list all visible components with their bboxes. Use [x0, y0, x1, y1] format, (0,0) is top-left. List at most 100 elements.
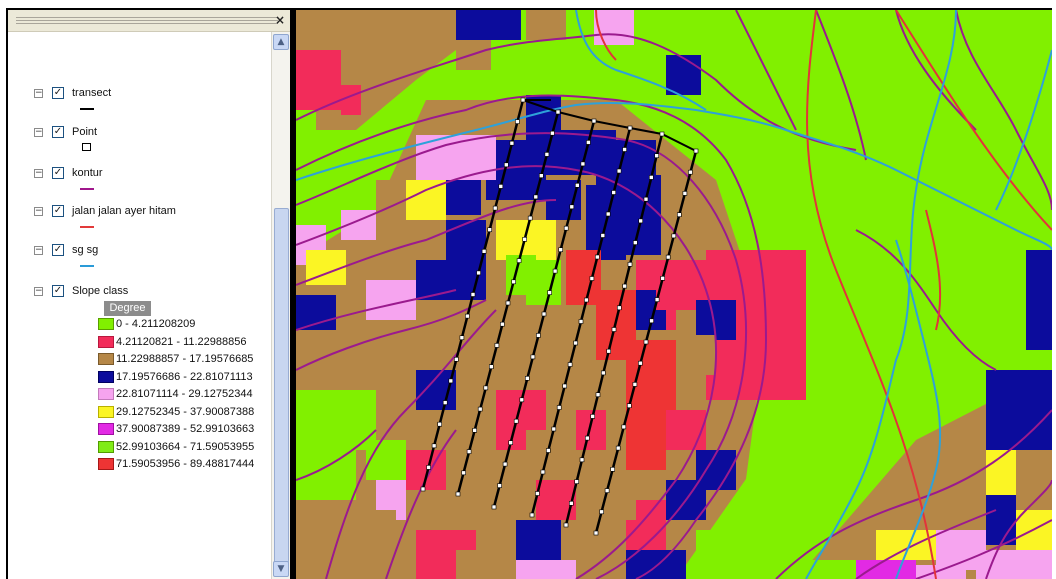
sample-point: [497, 483, 502, 488]
slope-cell: [696, 530, 746, 579]
sample-point: [591, 118, 597, 124]
collapse-icon[interactable]: −: [34, 286, 43, 296]
river-line: [296, 101, 1052, 251]
scrollbar-thumb[interactable]: [274, 208, 289, 564]
sample-point: [530, 354, 536, 360]
contour-line: [296, 165, 717, 579]
sample-point: [547, 290, 552, 295]
sample-point: [638, 360, 643, 366]
slope-cell: [536, 50, 576, 90]
sample-point: [659, 131, 665, 137]
map-view[interactable]: [296, 10, 1052, 579]
sample-point: [610, 466, 616, 472]
sample-point: [489, 364, 494, 370]
contour-line: [735, 10, 797, 131]
sample-point: [426, 465, 431, 470]
sample-point: [555, 109, 561, 115]
layer-visibility-checkbox[interactable]: ✓: [52, 87, 64, 99]
sample-point: [616, 168, 622, 174]
sample-point: [504, 162, 509, 168]
sample-point: [593, 530, 599, 536]
legend-label: 22.81071114 - 29.12752344: [116, 388, 253, 400]
river-line: [995, 49, 1052, 211]
layer-name[interactable]: sg sg: [72, 244, 99, 256]
layer-visibility-checkbox[interactable]: ✓: [52, 244, 64, 256]
sample-point: [562, 383, 568, 389]
slope-cell: [446, 300, 491, 340]
grip-line: [16, 23, 278, 24]
table-of-contents-panel: × − ✓ transect − ✓ Point − ✓ kontur − ✓ …: [8, 10, 290, 579]
layer-name[interactable]: transect: [72, 87, 112, 99]
legend-swatch: [98, 318, 114, 330]
sample-point: [615, 445, 621, 451]
layer-visibility-checkbox[interactable]: ✓: [52, 205, 64, 217]
layer-visibility-checkbox[interactable]: ✓: [52, 126, 64, 138]
slope-cell: [986, 495, 1016, 545]
contour-line: [296, 289, 457, 331]
sample-point: [533, 194, 539, 200]
sample-point: [509, 140, 515, 146]
sample-point: [516, 258, 522, 263]
sample-point: [494, 343, 500, 348]
layer-visibility-checkbox[interactable]: ✓: [52, 285, 64, 297]
sample-point: [466, 449, 472, 454]
sample-point: [638, 218, 644, 224]
sample-point: [578, 319, 584, 324]
sample-point: [605, 211, 611, 217]
sample-point: [654, 153, 660, 158]
sample-point: [580, 161, 586, 167]
legend-swatch: [98, 423, 114, 435]
sample-point: [600, 233, 606, 238]
collapse-icon[interactable]: −: [34, 245, 43, 255]
collapse-icon[interactable]: −: [34, 88, 43, 98]
sample-point: [481, 249, 487, 254]
sample-point: [437, 421, 442, 427]
layer-name[interactable]: jalan jalan ayer hitam: [72, 205, 176, 217]
layer-visibility-checkbox[interactable]: ✓: [52, 167, 64, 179]
sample-point: [589, 276, 595, 281]
toc-scrollbar[interactable]: ▲ ▼: [271, 32, 290, 579]
layer-name[interactable]: kontur: [72, 167, 103, 179]
road-line: [806, 10, 937, 579]
scroll-up-icon[interactable]: ▲: [273, 34, 289, 50]
sample-point: [539, 173, 544, 178]
slope-cell: [526, 10, 566, 40]
slope-cell: [406, 450, 446, 490]
vector-layers: [296, 10, 1052, 579]
sample-point: [544, 152, 550, 157]
sample-point: [550, 130, 555, 136]
sample-point: [599, 509, 604, 515]
slope-cell: [296, 450, 356, 500]
sample-point: [606, 348, 612, 354]
river-line: [895, 239, 942, 579]
sample-point: [541, 311, 547, 317]
close-icon[interactable]: ×: [274, 13, 286, 27]
map-canvas[interactable]: [296, 10, 1052, 579]
toc-titlebar[interactable]: ×: [8, 10, 290, 32]
sg-sg-symbol: [80, 265, 94, 267]
layer-list: − ✓ transect − ✓ Point − ✓ kontur − ✓ ja…: [8, 32, 270, 579]
sample-point: [676, 212, 682, 217]
road-line: [925, 209, 942, 331]
transect-symbol: [80, 108, 94, 110]
sample-point: [574, 183, 580, 188]
sample-point: [442, 400, 448, 405]
collapse-icon[interactable]: −: [34, 206, 43, 216]
grip-line: [16, 20, 278, 21]
sample-point: [604, 488, 610, 493]
sample-point: [574, 479, 580, 484]
sample-point: [527, 215, 533, 221]
layer-name[interactable]: Point: [72, 126, 98, 138]
collapse-icon[interactable]: −: [34, 127, 43, 137]
layer-name[interactable]: Slope class: [72, 285, 129, 297]
slope-cell: [516, 520, 561, 560]
collapse-icon[interactable]: −: [34, 168, 43, 178]
slope-cell: [416, 370, 456, 410]
legend-swatch: [98, 336, 114, 348]
sample-point: [551, 426, 557, 432]
road-line: [595, 10, 617, 61]
sample-point: [693, 148, 699, 154]
scroll-down-icon[interactable]: ▼: [273, 561, 289, 577]
slope-cell: [1026, 250, 1052, 350]
slope-cell: [341, 85, 361, 115]
